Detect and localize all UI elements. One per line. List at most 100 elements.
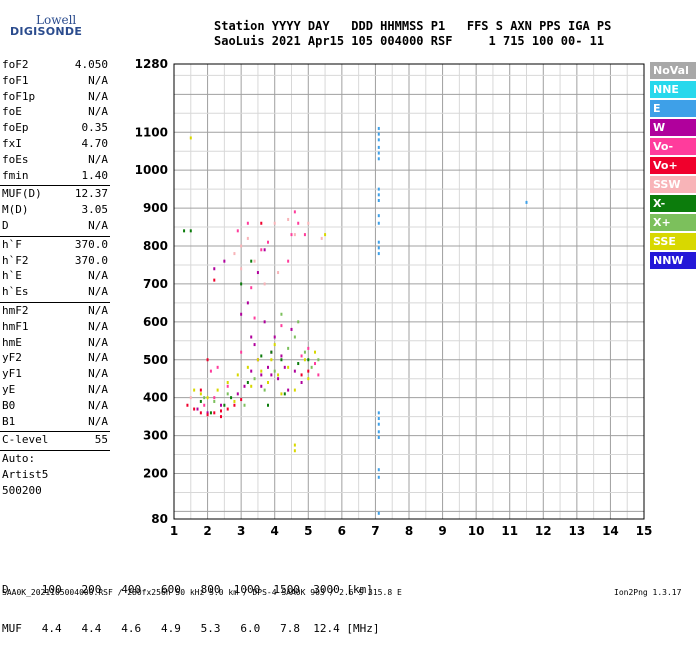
echo-point-sse xyxy=(303,358,306,362)
muf-row-label: MUF xyxy=(2,622,22,635)
param-name: fxI xyxy=(2,136,22,150)
echo-point-vominus xyxy=(216,365,219,369)
param-value: N/A xyxy=(88,303,108,317)
echo-point-w xyxy=(263,248,266,252)
y-tick-label: 900 xyxy=(143,201,168,215)
echo-point-xminus xyxy=(230,396,233,400)
footer-file-info: SAA0K_2021105004000.RSF / 280fx256h 50 k… xyxy=(2,588,402,597)
echo-point-xminus xyxy=(199,399,202,403)
autoscale-line3: 500200 xyxy=(2,483,42,497)
echo-point-vominus xyxy=(280,324,283,328)
echo-point-voplus xyxy=(193,407,196,411)
header-line-1: Station YYYY DAY DDD HHMMSS P1 FFS S AXN… xyxy=(214,19,612,33)
echo-point-vominus xyxy=(290,233,293,237)
echo-point-w xyxy=(220,403,222,407)
echo-point-xminus xyxy=(250,259,253,263)
echo-point-w xyxy=(250,335,253,339)
echo-point-voplus xyxy=(240,398,243,402)
param-row: fmin 1.40 xyxy=(0,169,112,185)
param-row: hmF2 N/A xyxy=(0,304,112,320)
param-row: yE N/A xyxy=(0,383,112,399)
echo-point-sse xyxy=(270,358,273,362)
echo-point-vominus xyxy=(226,384,229,388)
x-tick-label: 15 xyxy=(636,524,653,538)
echo-point-xplus xyxy=(273,369,276,373)
x-tick-label: 1 xyxy=(170,524,178,538)
distance-row-values: 100 200 400 600 800 1000 1500 3000 xyxy=(8,583,347,596)
ionogram-chart: 1 2 3 4 5 6 7 8 9 10 11 12 13 14 158020030040050060070… xyxy=(135,57,653,538)
echo-point-w xyxy=(300,381,303,384)
param-name: B0 xyxy=(2,398,16,412)
echo-point-e xyxy=(377,468,380,472)
echo-point-w xyxy=(246,301,249,305)
param-value: 3.05 xyxy=(81,203,109,217)
param-row: foF2 4.050 xyxy=(0,58,112,74)
echo-point-xplus xyxy=(213,399,216,403)
param-name: h`Es xyxy=(2,285,29,299)
echo-point-xminus xyxy=(223,403,226,407)
muf-row-unit: [MHz] xyxy=(346,622,380,635)
param-name: foF1p xyxy=(2,89,36,103)
param-row: M(D) 3.05 xyxy=(0,203,112,219)
echo-point-w xyxy=(273,335,276,339)
param-name: h`F xyxy=(2,237,22,251)
echo-point-w xyxy=(196,407,199,411)
header-line-2: SaoLuis 2021 Apr15 105 004000 RSF 1 715 … xyxy=(214,34,605,48)
legend-item-xplus: X+ xyxy=(650,214,696,231)
echo-point-vominus xyxy=(240,350,243,354)
echo-point-voplus xyxy=(300,373,303,377)
distance-row-unit: [km] xyxy=(346,583,373,596)
echo-point-e xyxy=(377,126,380,130)
echo-point-w xyxy=(236,392,239,396)
echo-point-sse xyxy=(307,377,310,381)
echo-point-vominus xyxy=(250,286,253,290)
echo-point-w xyxy=(280,354,283,358)
y-tick-label: 400 xyxy=(143,391,168,405)
param-name: MUF(D) xyxy=(2,187,42,201)
x-tick-label: 9 xyxy=(438,524,446,538)
echo-point-vominus xyxy=(203,403,206,407)
chart-grid xyxy=(173,64,645,519)
param-value: N/A xyxy=(88,89,108,103)
y-tick-label: 80 xyxy=(151,512,168,526)
param-value: 55 xyxy=(94,433,108,447)
echo-point-voplus xyxy=(199,411,202,415)
echo-point-e xyxy=(377,411,380,415)
echo-point-ssw xyxy=(240,267,243,271)
y-tick-label: 700 xyxy=(143,277,168,291)
echo-point-ssw xyxy=(287,217,290,221)
param-value: 370.0 xyxy=(74,253,108,267)
echo-point-ssw xyxy=(263,282,266,286)
param-row: hmE N/A xyxy=(0,336,112,352)
echo-point-xminus xyxy=(267,403,269,407)
param-name: hmF2 xyxy=(2,303,29,317)
echo-point-voplus xyxy=(260,221,263,225)
param-row: h`F 370.0 xyxy=(0,238,112,254)
echo-point-xminus xyxy=(189,229,192,233)
echo-point-w xyxy=(240,312,243,316)
echo-point-e xyxy=(377,138,380,142)
echo-point-sse xyxy=(314,350,316,354)
echo-point-sse xyxy=(293,388,296,392)
x-tick-label: 13 xyxy=(569,524,586,538)
echo-point-xminus xyxy=(183,229,186,233)
param-row: yF1 N/A xyxy=(0,367,112,383)
param-value: N/A xyxy=(88,414,108,428)
echo-point-voplus xyxy=(186,403,189,407)
param-name: yE xyxy=(2,382,16,396)
y-tick-label: 600 xyxy=(143,315,168,329)
echo-point-w xyxy=(256,271,259,275)
echo-point-vominus xyxy=(236,229,239,233)
legend-item-sse: SSE xyxy=(650,233,696,250)
x-tick-label: 5 xyxy=(304,524,312,538)
param-value: 0.35 xyxy=(81,121,109,135)
echo-point-ssw xyxy=(246,236,249,240)
echo-point-voplus xyxy=(220,409,222,413)
param-value: N/A xyxy=(88,73,108,87)
param-row: yF2 N/A xyxy=(0,351,112,367)
echo-point-vominus xyxy=(267,240,269,244)
x-tick-label: 10 xyxy=(468,524,485,538)
echo-point-w xyxy=(290,327,293,331)
legend-item-vominus: Vo- xyxy=(650,138,696,155)
param-separator xyxy=(0,185,110,187)
